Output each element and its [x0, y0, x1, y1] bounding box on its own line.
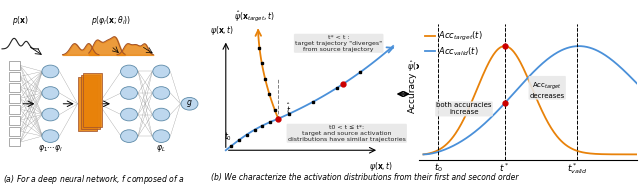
$Acc_{target}(t)$ — [420, 153, 428, 155]
$Acc_{target}(t)$ — [600, 153, 608, 155]
Circle shape — [181, 97, 198, 110]
FancyBboxPatch shape — [8, 94, 20, 103]
Circle shape — [42, 108, 59, 121]
$Acc_{valid}(t)$ — [575, 45, 583, 47]
Circle shape — [120, 108, 138, 121]
Circle shape — [153, 108, 170, 121]
Text: $g$: $g$ — [186, 98, 193, 109]
Text: both accuracies
increase: both accuracies increase — [436, 102, 492, 115]
Circle shape — [42, 130, 59, 143]
Text: (b) We characterize the activation distributions from their first and second ord: (b) We characterize the activation distr… — [211, 173, 518, 182]
Line: $Acc_{target}(t)$: $Acc_{target}(t)$ — [424, 46, 637, 154]
$Acc_{target}(t)$ — [501, 45, 509, 47]
Text: $\varphi_1 \cdots \varphi_l$: $\varphi_1 \cdots \varphi_l$ — [38, 143, 63, 154]
FancyBboxPatch shape — [8, 127, 20, 136]
Text: t0 < t ≤ t*:
target and source activation
distributions have similar trajectorie: t0 < t ≤ t*: target and source activatio… — [288, 125, 406, 142]
Text: $\varphi_L$: $\varphi_L$ — [156, 143, 166, 154]
Circle shape — [153, 130, 170, 143]
FancyBboxPatch shape — [8, 61, 20, 70]
$Acc_{target}(t)$ — [633, 153, 640, 155]
Text: $t_0$: $t_0$ — [224, 130, 232, 143]
$Acc_{valid}(t)$ — [633, 82, 640, 84]
$Acc_{target}(t)$ — [547, 127, 555, 129]
$Acc_{valid}(t)$ — [600, 53, 608, 55]
Text: $p(\mathbf{x})$: $p(\mathbf{x})$ — [12, 14, 29, 27]
Circle shape — [120, 130, 138, 143]
Text: $\hat{\psi}(\mathbf{x}_{valid}, t)$: $\hat{\psi}(\mathbf{x}_{valid}, t)$ — [407, 59, 445, 74]
$Acc_{valid}(t)$ — [547, 56, 554, 58]
$Acc_{target}(t)$ — [420, 153, 428, 155]
Text: $p(\varphi_l(\mathbf{x};\theta_l))$: $p(\varphi_l(\mathbf{x};\theta_l))$ — [91, 14, 131, 27]
Circle shape — [120, 87, 138, 99]
$Acc_{target}(t)$ — [547, 126, 554, 128]
$Acc_{target}(t)$ — [614, 153, 621, 155]
Circle shape — [120, 65, 138, 78]
Text: (a) For a deep neural network, $f$ composed of a: (a) For a deep neural network, $f$ compo… — [3, 173, 185, 186]
$Acc_{valid}(t)$ — [550, 53, 558, 56]
FancyBboxPatch shape — [8, 116, 20, 125]
FancyBboxPatch shape — [8, 72, 20, 81]
FancyBboxPatch shape — [8, 105, 20, 114]
Y-axis label: Accuracy: Accuracy — [408, 71, 417, 113]
$Acc_{valid}(t)$ — [420, 153, 428, 155]
Legend: $Acc_{target}(t)$, $Acc_{valid}(t)$: $Acc_{target}(t)$, $Acc_{valid}(t)$ — [424, 29, 484, 59]
Text: $\psi(\mathbf{x}, t)$: $\psi(\mathbf{x}, t)$ — [369, 160, 393, 173]
Line: $Acc_{valid}(t)$: $Acc_{valid}(t)$ — [424, 46, 637, 154]
FancyBboxPatch shape — [83, 73, 102, 127]
$Acc_{valid}(t)$ — [546, 56, 554, 59]
$Acc_{valid}(t)$ — [614, 64, 621, 66]
Circle shape — [42, 65, 59, 78]
Text: $\psi(\mathbf{x}, t)$: $\psi(\mathbf{x}, t)$ — [210, 24, 234, 36]
$Acc_{valid}(t)$ — [420, 153, 428, 155]
FancyBboxPatch shape — [8, 83, 20, 92]
Text: t* < t :
target trajectory "diverges"
from source trajectory: t* < t : target trajectory "diverges" fr… — [295, 35, 382, 52]
FancyBboxPatch shape — [81, 75, 100, 129]
FancyBboxPatch shape — [8, 138, 20, 146]
Circle shape — [153, 87, 170, 99]
FancyBboxPatch shape — [78, 77, 97, 131]
Text: $\hat{t}$: $\hat{t}$ — [286, 102, 291, 116]
Text: $\hat{\psi}(\mathbf{x}_{target}, t)$: $\hat{\psi}(\mathbf{x}_{target}, t)$ — [234, 9, 275, 24]
$Acc_{target}(t)$ — [551, 132, 559, 134]
Circle shape — [42, 87, 59, 99]
Circle shape — [153, 65, 170, 78]
Text: Acc$_{target}$
decreases: Acc$_{target}$ decreases — [529, 80, 565, 99]
